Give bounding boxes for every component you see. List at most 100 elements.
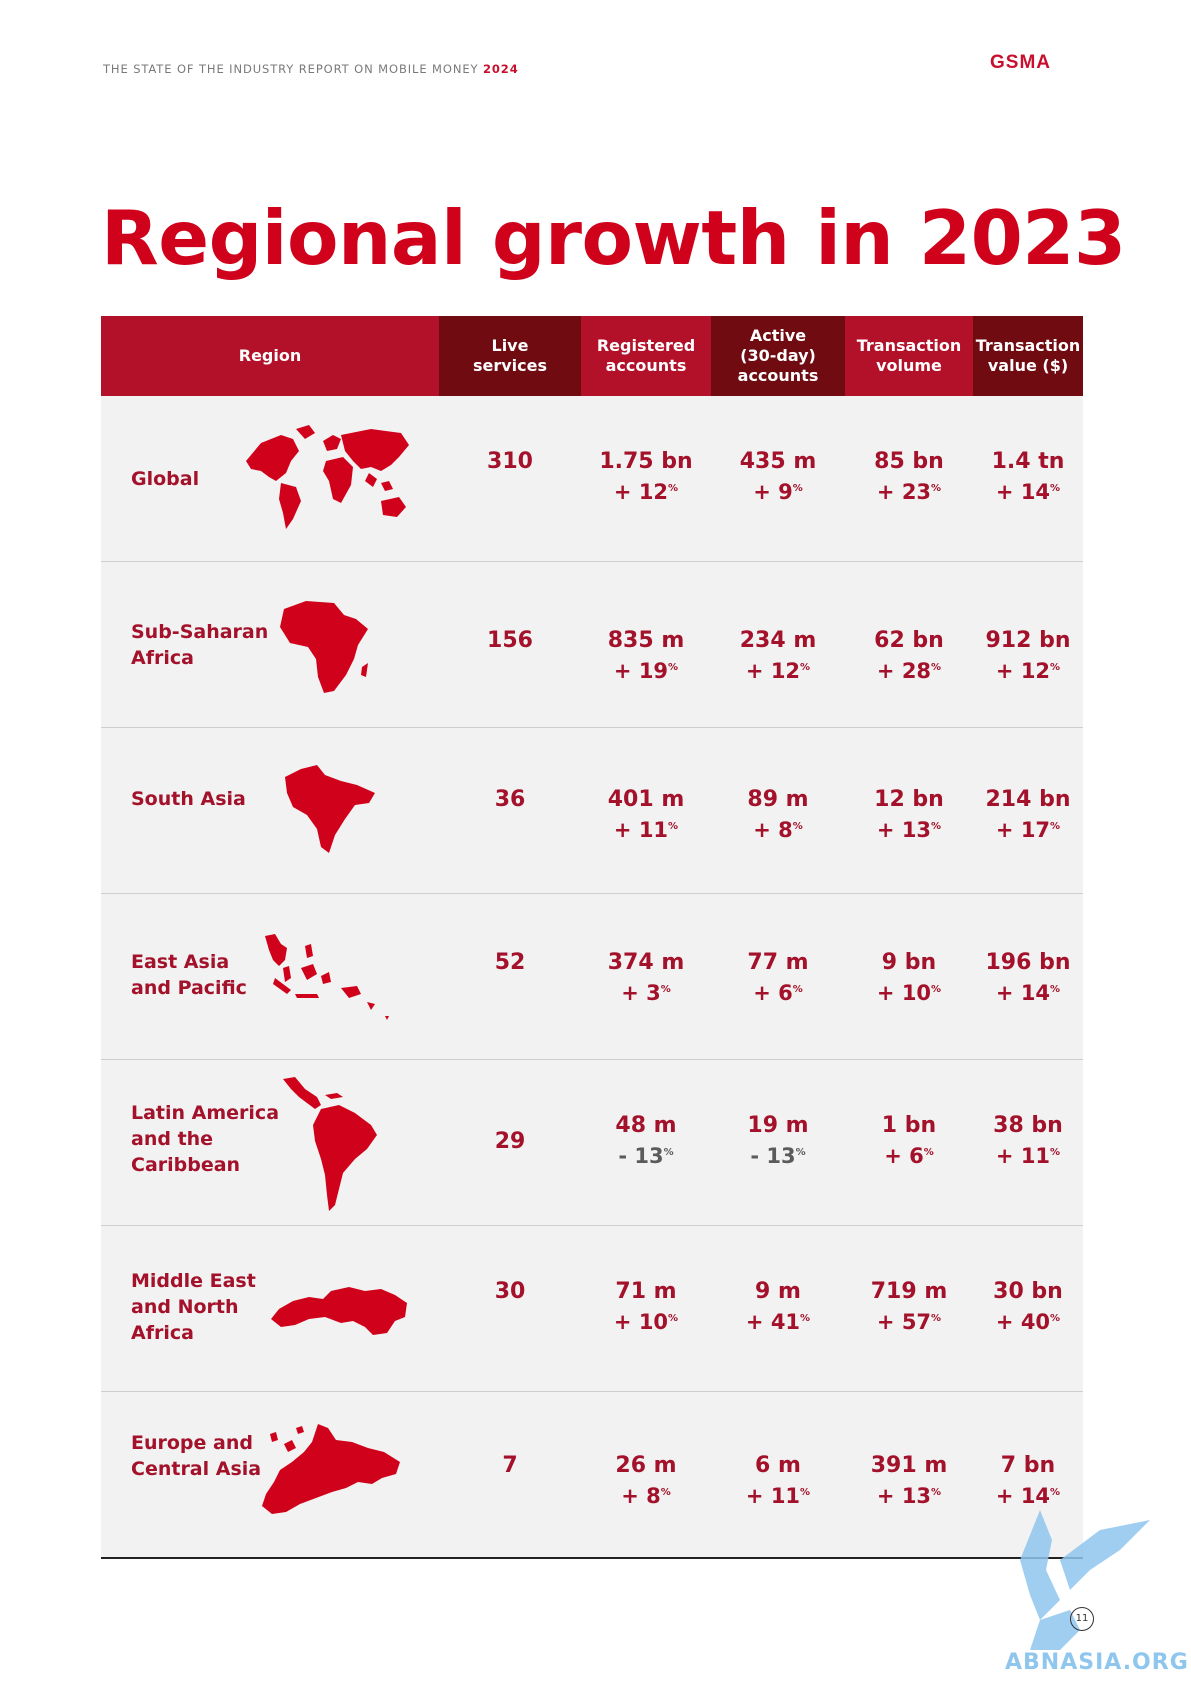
transaction-volume-change: + 6% <box>884 1144 934 1168</box>
page-number: 11 <box>1070 1607 1094 1631</box>
europe-central-asia-map-icon <box>262 1424 400 1514</box>
transaction-value-value: 912 bn <box>985 628 1071 653</box>
live-services-value: 7 <box>502 1453 518 1478</box>
world-map-icon <box>246 425 409 529</box>
transaction-volume-change: + 13% <box>876 818 942 842</box>
active-accounts-value: 6 m <box>755 1453 801 1478</box>
table-row-europe-central-asia: Europe and Central Asia 7 26 m + 8% 6 m … <box>101 1392 1083 1559</box>
transaction-value-value: 7 bn <box>1000 1453 1056 1478</box>
transaction-volume-value: 12 bn <box>874 787 944 812</box>
registered-accounts-change: + 19% <box>613 659 679 683</box>
col-header-active-accounts: Active (30-day) accounts <box>711 316 845 396</box>
active-accounts-change: + 9% <box>753 480 803 504</box>
south-asia-map-icon <box>285 765 375 853</box>
active-accounts-change: + 12% <box>745 659 811 683</box>
live-services-value: 29 <box>494 1129 526 1154</box>
transaction-value-value: 214 bn <box>985 787 1071 812</box>
transaction-volume-value: 719 m <box>870 1279 948 1304</box>
bird-watermark-icon <box>1020 1510 1150 1650</box>
active-accounts-value: 234 m <box>739 628 817 653</box>
table-row-global: Global 310 1.75 bn + 12% 435 m + 9% <box>101 396 1083 562</box>
live-services-value: 310 <box>487 449 533 474</box>
registered-accounts-value: 401 m <box>607 787 685 812</box>
transaction-volume-change: + 23% <box>876 480 942 504</box>
registered-accounts-value: 374 m <box>607 950 685 975</box>
live-services-value: 156 <box>487 628 533 653</box>
active-accounts-change: - 13% <box>750 1144 806 1168</box>
mena-map-icon <box>271 1287 407 1335</box>
transaction-volume-value: 391 m <box>870 1453 948 1478</box>
registered-accounts-change: + 8% <box>621 1484 671 1508</box>
transaction-value-change: + 14% <box>995 480 1061 504</box>
active-accounts-value: 89 m <box>747 787 809 812</box>
live-services-value: 30 <box>494 1279 526 1304</box>
transaction-value-value: 38 bn <box>993 1113 1063 1138</box>
registered-accounts-value: 71 m <box>615 1279 677 1304</box>
registered-accounts-value: 48 m <box>615 1113 677 1138</box>
active-accounts-value: 9 m <box>755 1279 801 1304</box>
col-header-region: Region <box>101 316 439 396</box>
active-accounts-value: 435 m <box>739 449 817 474</box>
transaction-volume-change: + 28% <box>876 659 942 683</box>
registered-accounts-change: - 13% <box>618 1144 674 1168</box>
registered-accounts-change: + 12% <box>613 480 679 504</box>
transaction-volume-value: 85 bn <box>874 449 944 474</box>
active-accounts-change: + 41% <box>745 1310 811 1334</box>
registered-accounts-change: + 3% <box>621 981 671 1005</box>
latin-america-map-icon <box>283 1077 377 1211</box>
table-row-mena: Middle East and North Africa 30 71 m + 1… <box>101 1226 1083 1392</box>
active-accounts-change: + 8% <box>753 818 803 842</box>
page-title: Regional growth in 2023 <box>101 194 1126 282</box>
region-name: Middle East and North Africa <box>131 1270 256 1344</box>
report-title: THE STATE OF THE INDUSTRY REPORT ON MOBI… <box>103 62 479 76</box>
gsma-logo: GSMA <box>990 52 1051 73</box>
transaction-value-change: + 14% <box>995 1484 1061 1508</box>
transaction-value-change: + 12% <box>995 659 1061 683</box>
active-accounts-change: + 11% <box>745 1484 811 1508</box>
report-year: 2024 <box>483 62 519 76</box>
transaction-volume-change: + 10% <box>876 981 942 1005</box>
registered-accounts-value: 1.75 bn <box>599 449 693 474</box>
transaction-value-value: 1.4 tn <box>991 449 1065 474</box>
region-name: Sub-Saharan Africa <box>131 621 269 669</box>
active-accounts-value: 77 m <box>747 950 809 975</box>
transaction-volume-value: 62 bn <box>874 628 944 653</box>
region-name: Global <box>131 468 200 490</box>
registered-accounts-change: + 10% <box>613 1310 679 1334</box>
table-header: Region Live services Registered accounts… <box>101 316 1083 396</box>
active-accounts-change: + 6% <box>753 981 803 1005</box>
table-row-east-asia-pacific: East Asia and Pacific 52 374 m + 3% 7 <box>101 894 1083 1060</box>
active-accounts-value: 19 m <box>747 1113 809 1138</box>
table-row-latin-america: Latin America and the Caribbean 29 48 m … <box>101 1060 1083 1226</box>
transaction-volume-change: + 57% <box>876 1310 942 1334</box>
region-name: Europe and Central Asia <box>131 1432 262 1480</box>
transaction-value-change: + 14% <box>995 981 1061 1005</box>
transaction-volume-value: 9 bn <box>881 950 937 975</box>
table-row-south-asia: South Asia 36 401 m + 11% 89 m + 8% 12 b… <box>101 728 1083 894</box>
transaction-value-change: + 11% <box>995 1144 1061 1168</box>
region-name: Latin America and the Caribbean <box>131 1102 280 1176</box>
transaction-volume-change: + 13% <box>876 1484 942 1508</box>
transaction-value-change: + 40% <box>995 1310 1061 1334</box>
transaction-value-value: 30 bn <box>993 1279 1063 1304</box>
live-services-value: 36 <box>494 787 526 812</box>
transaction-value-change: + 17% <box>995 818 1061 842</box>
col-header-registered-accounts: Registered accounts <box>581 316 711 396</box>
registered-accounts-value: 26 m <box>615 1453 677 1478</box>
registered-accounts-value: 835 m <box>607 628 685 653</box>
east-asia-pacific-map-icon <box>265 934 389 1020</box>
col-header-transaction-volume: Transaction volume <box>845 316 973 396</box>
transaction-volume-value: 1 bn <box>881 1113 937 1138</box>
transaction-value-value: 196 bn <box>985 950 1071 975</box>
live-services-value: 52 <box>494 950 526 975</box>
regional-growth-table: Region Live services Registered accounts… <box>101 316 1083 1559</box>
africa-map-icon <box>280 601 368 693</box>
table-row-sub-saharan-africa: Sub-Saharan Africa 156 835 m + 19% 234 m… <box>101 562 1083 728</box>
region-name: East Asia and Pacific <box>131 951 247 999</box>
region-name: South Asia <box>131 788 246 810</box>
registered-accounts-change: + 11% <box>613 818 679 842</box>
report-header-line: THE STATE OF THE INDUSTRY REPORT ON MOBI… <box>103 62 519 76</box>
col-header-live-services: Live services <box>439 316 581 396</box>
col-header-transaction-value: Transaction value ($) <box>973 316 1083 396</box>
watermark-text: ABNASIA.ORG <box>1005 1650 1189 1675</box>
